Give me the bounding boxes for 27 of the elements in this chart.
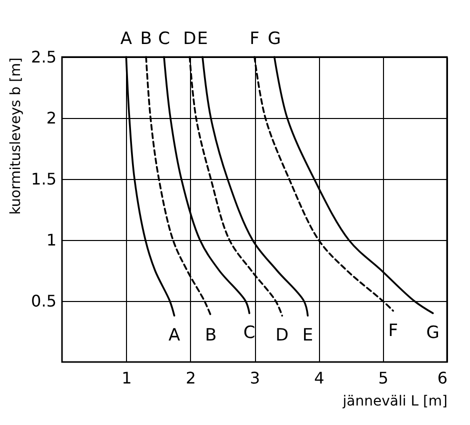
x-tick-label: 5: [378, 368, 388, 388]
text: A: [168, 326, 180, 346]
series-label: D: [183, 29, 196, 49]
series-label: E: [197, 29, 208, 49]
x-tick-label: 2: [186, 368, 196, 388]
x-tick-label: 1: [122, 368, 132, 388]
x-tick-label: 3: [250, 368, 260, 388]
series-label: C: [158, 29, 170, 49]
y-axis-title: kuormitusleveys b [m]: [8, 58, 24, 215]
text: B: [205, 326, 217, 346]
text: F: [388, 320, 398, 341]
series-label: G: [268, 29, 281, 49]
text: E: [302, 326, 314, 346]
text: G: [426, 323, 440, 344]
series-label: A: [120, 29, 132, 49]
y-tick-label: 2: [46, 108, 56, 128]
text: D: [276, 326, 289, 346]
x-tick-label: 6: [437, 368, 448, 388]
series-label: F: [250, 29, 260, 49]
x-tick-label: 4: [314, 368, 324, 388]
y-tick-label: 1: [46, 230, 56, 250]
y-tick-label: 1.5: [31, 170, 56, 188]
y-tick-label: 0.5: [31, 292, 56, 310]
text: C: [243, 323, 256, 344]
series-label: B: [140, 29, 152, 49]
y-tick-label: 2.5: [31, 48, 56, 66]
x-axis-title: jänneväli L [m]: [342, 394, 448, 410]
